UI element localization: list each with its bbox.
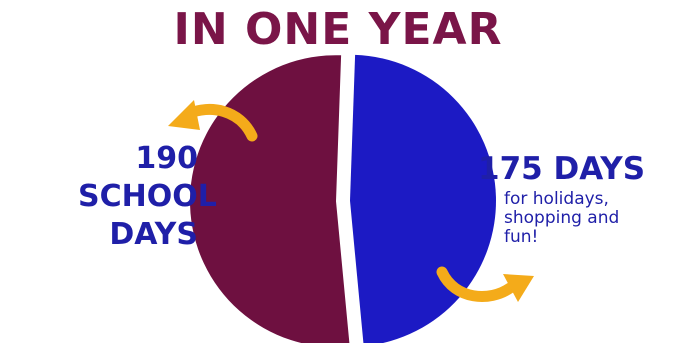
left-slice-line-2: DAYS xyxy=(109,217,198,252)
right-caption-line-2: shopping and xyxy=(504,208,620,228)
right-slice-value: 175 DAYS xyxy=(478,151,646,187)
chart-title: IN ONE YEAR xyxy=(173,4,503,55)
pie-slice-holiday-days xyxy=(349,54,496,343)
left-slice-value: 190 xyxy=(135,141,198,176)
left-slice-line-1: SCHOOL xyxy=(78,179,217,214)
pie-slice-school-days xyxy=(190,55,350,343)
right-slice-caption: for holidays, shopping and fun! xyxy=(504,190,619,247)
left-arrow-icon xyxy=(168,100,258,142)
right-caption-line-1: for holidays, xyxy=(504,189,609,209)
right-caption-line-3: fun! xyxy=(504,227,539,247)
right-arrow-icon xyxy=(436,266,534,302)
pie-slices xyxy=(190,54,496,343)
left-slice-label: 190 SCHOOL DAYS xyxy=(78,140,217,254)
